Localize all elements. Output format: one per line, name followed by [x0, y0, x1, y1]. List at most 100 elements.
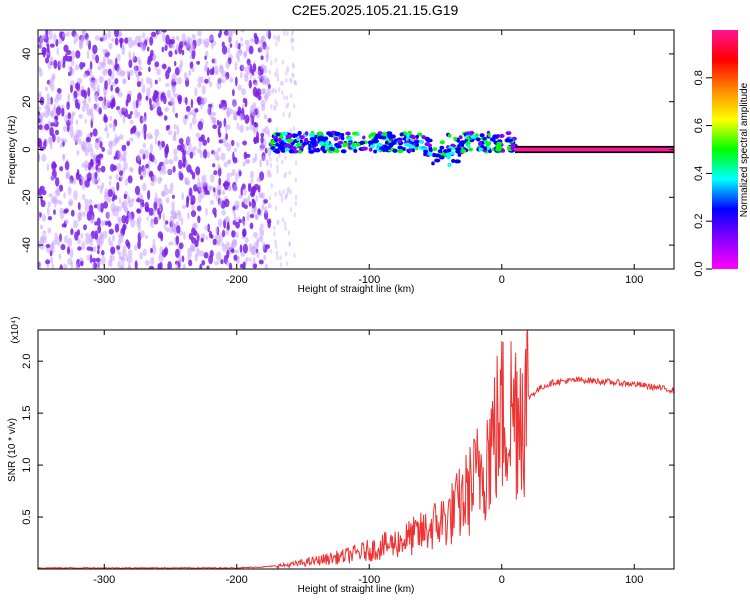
- heatmap-cell: [158, 111, 163, 116]
- heatmap-cell: [270, 146, 276, 150]
- y-tick-label: -40: [21, 237, 33, 253]
- heatmap-cell: [86, 50, 90, 60]
- heatmap-cell: [506, 138, 514, 143]
- heatmap-cell: [96, 84, 100, 92]
- heatmap-cell: [389, 134, 396, 139]
- heatmap-cell: [453, 136, 458, 141]
- heatmap-cell: [427, 143, 432, 148]
- heatmap-cell: [64, 161, 70, 171]
- heatmap-cell: [41, 189, 47, 196]
- heatmap-cell: [182, 263, 186, 269]
- heatmap-cell: [361, 146, 368, 151]
- heatmap-cell: [127, 113, 132, 120]
- heatmap-cell: [97, 136, 102, 143]
- heatmap-cell: [63, 209, 68, 214]
- heatmap-cell: [110, 84, 113, 92]
- heatmap-cell: [256, 131, 259, 140]
- heatmap-cell: [157, 207, 160, 216]
- heatmap-cell: [124, 37, 129, 44]
- heatmap-cell: [98, 96, 104, 102]
- heatmap-cell: [191, 66, 195, 73]
- heatmap-cell: [104, 80, 108, 90]
- heatmap-cell: [397, 139, 403, 144]
- heatmap-cell: [174, 60, 177, 67]
- heatmap-cell: [479, 133, 485, 138]
- heatmap-cell: [220, 152, 226, 161]
- heatmap-cell: [86, 254, 91, 261]
- heatmap-cell: [121, 51, 125, 56]
- heatmap-cell: [333, 149, 340, 153]
- heatmap-cell: [46, 93, 50, 101]
- heatmap-cell: [292, 63, 295, 69]
- heatmap-cell: [205, 207, 208, 216]
- heatmap-cell: [288, 241, 292, 247]
- heatmap-cell: [259, 44, 264, 52]
- heatmap-cell: [217, 167, 222, 177]
- heatmap-cell: [200, 104, 203, 110]
- heatmap-cell: [45, 244, 51, 248]
- heatmap-cell: [251, 245, 257, 256]
- heatmap-cell: [231, 248, 235, 253]
- heatmap-cell: [297, 149, 302, 154]
- heatmap-cell: [52, 195, 58, 204]
- heatmap-cell: [233, 116, 238, 121]
- heatmap-cell: [171, 72, 177, 83]
- colorbar-tick-label: 0.2: [693, 214, 705, 229]
- heatmap-cell: [273, 231, 276, 237]
- heatmap-cell: [149, 97, 152, 106]
- heatmap-cell: [147, 46, 150, 52]
- heatmap-cell: [294, 80, 298, 86]
- heatmap-cell: [77, 102, 80, 110]
- heatmap-cell: [456, 138, 460, 143]
- heatmap-cell: [167, 124, 171, 130]
- heatmap-cell: [120, 201, 125, 209]
- heatmap-cell: [246, 58, 251, 66]
- heatmap-cell: [277, 37, 281, 43]
- heatmap-cell: [46, 206, 50, 216]
- heatmap-cell: [77, 202, 81, 210]
- heatmap-cell: [219, 120, 222, 129]
- snr-y-label: SNR (10 * v/v): [7, 418, 18, 482]
- heatmap-cell: [128, 59, 133, 68]
- heatmap-cell: [176, 210, 181, 216]
- heatmap-cell: [227, 34, 232, 44]
- heatmap-cell: [259, 158, 263, 168]
- heatmap-cell: [187, 111, 193, 116]
- heatmap-cell: [253, 137, 257, 145]
- heatmap-cell: [264, 147, 268, 154]
- heatmap-cell: [124, 206, 128, 213]
- heatmap-cell: [178, 44, 183, 55]
- heatmap-cell: [94, 35, 101, 41]
- heatmap-cell: [205, 60, 209, 65]
- heatmap-cell: [216, 184, 222, 194]
- heatmap-cell: [203, 174, 207, 183]
- heatmap-cell: [53, 209, 56, 216]
- heatmap-cell: [211, 116, 216, 124]
- heatmap-cell: [207, 223, 211, 233]
- colorbar-tick-label: 0.0: [693, 261, 705, 276]
- heatmap-cell: [210, 42, 214, 50]
- snr-y-multiplier: (x10⁴): [10, 316, 21, 343]
- heatmap-cell: [291, 30, 294, 35]
- heatmap-cell: [161, 46, 165, 53]
- heatmap-cell: [281, 81, 284, 87]
- heatmap-cell: [411, 148, 415, 153]
- heatmap-cell: [260, 223, 264, 229]
- heatmap-cell: [239, 124, 244, 133]
- heatmap-cell: [163, 95, 167, 105]
- heatmap-cell: [284, 251, 288, 257]
- heatmap-cell: [50, 256, 53, 264]
- heatmap-cell: [82, 193, 86, 200]
- heatmap-cell: [293, 252, 296, 258]
- heatmap-cell: [142, 248, 147, 257]
- x-tick-label: -200: [226, 574, 248, 586]
- heatmap-cell: [274, 57, 277, 63]
- heatmap-cell: [190, 210, 197, 218]
- heatmap-cell: [132, 100, 137, 110]
- heatmap-cell: [235, 204, 239, 210]
- heatmap-cell: [271, 88, 274, 94]
- heatmap-cell: [226, 172, 230, 181]
- heatmap-cell: [108, 68, 112, 77]
- heatmap-cell: [201, 260, 206, 266]
- heatmap-cell: [264, 263, 268, 269]
